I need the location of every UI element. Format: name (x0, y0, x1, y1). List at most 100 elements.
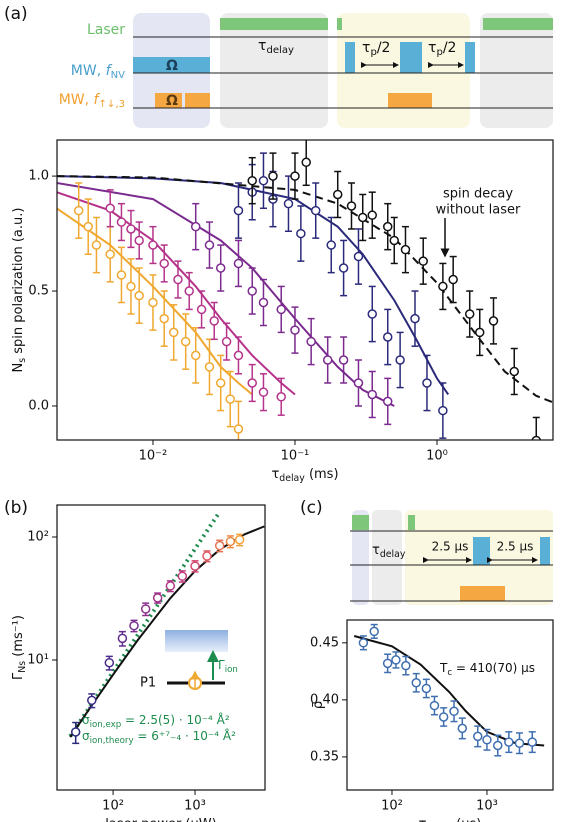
text-part: Laser (87, 22, 125, 38)
data-point (276, 304, 286, 315)
pulse-sequence-c: τdelay 2.5 μs 2.5 μs (350, 510, 553, 605)
plot-area (57, 140, 553, 440)
text-part: (ms⁻¹) (11, 615, 26, 661)
text-part: σ (82, 713, 90, 727)
text-part: NV (111, 70, 126, 81)
text-part: f (106, 63, 113, 79)
data-point (165, 581, 176, 591)
data-point (247, 175, 257, 186)
data-point (233, 258, 244, 269)
text-part: ↑↓,3 (98, 99, 125, 110)
data-point (457, 723, 468, 734)
data-point (438, 281, 448, 292)
data-point (159, 258, 169, 269)
plot-area (68, 510, 265, 745)
text-part: s (17, 358, 28, 363)
data-point (168, 327, 179, 338)
plot-frame (346, 619, 554, 791)
data-point (326, 240, 336, 250)
text-part: c (447, 668, 452, 678)
data-point (233, 205, 244, 216)
data-point (411, 678, 421, 688)
data-point (514, 738, 525, 748)
data-point (247, 378, 257, 388)
data-point (296, 228, 306, 239)
data-point (367, 309, 377, 319)
gap-label: 2.5 μs (432, 540, 469, 554)
panel-label: (a) (4, 4, 28, 24)
data-point (504, 737, 514, 747)
data-point (148, 240, 158, 250)
data-point (438, 712, 449, 722)
data-point (225, 394, 235, 404)
panel-label: (c) (300, 498, 323, 518)
data-point (173, 274, 183, 285)
data-point (369, 626, 379, 637)
text-part: σ (82, 729, 90, 743)
data-point (126, 224, 136, 234)
x-tick-label: 10⁻¹ (281, 449, 310, 464)
text-part: /2 (377, 40, 391, 56)
error-bar (532, 416, 540, 440)
data-point (87, 695, 97, 706)
data-point (105, 249, 115, 260)
data-point (258, 297, 269, 308)
text-part: Γ (218, 658, 225, 672)
data-point (488, 316, 499, 326)
data-point (129, 620, 139, 631)
plot-frame (56, 139, 554, 441)
data-point (184, 286, 194, 296)
data-point (382, 221, 393, 232)
data-point (190, 561, 200, 571)
y-tick-label: 0.35 (310, 749, 339, 764)
text-part: τ (419, 817, 427, 822)
x-axis-label: τdelay (ms) (271, 467, 338, 484)
data-point (202, 551, 212, 561)
text-part: ion,theory (90, 736, 134, 746)
x-axis-label: τdelay (μs) (419, 817, 482, 822)
data-point (464, 309, 475, 319)
data-point (382, 332, 393, 342)
data-point (247, 286, 257, 296)
data-point (474, 327, 485, 338)
data-point (225, 536, 236, 547)
annotation: without laser (436, 203, 521, 218)
data-point (290, 171, 300, 181)
x-tick-label: 10³ (476, 799, 498, 814)
data-point (91, 240, 102, 250)
x-tick-label: 10⁰ (426, 449, 448, 464)
data-point (382, 658, 393, 669)
data-point (180, 336, 191, 347)
text-part: T (439, 661, 448, 675)
text-part: τ (362, 40, 370, 56)
text-part: Ns (17, 661, 28, 673)
data-point (357, 212, 368, 223)
data-point (196, 304, 207, 315)
data-point (395, 355, 405, 365)
data-point (233, 350, 244, 361)
data-point (421, 683, 432, 694)
data-point (233, 424, 244, 434)
data-point (116, 217, 127, 227)
y-tick-label: 1.0 (28, 169, 49, 184)
data-point (152, 593, 163, 603)
y-axis-label: ΓNs (ms⁻¹) (11, 615, 28, 680)
data-point (268, 171, 278, 181)
text-part: MW, (71, 63, 106, 79)
data-point (177, 571, 188, 581)
data-point (215, 263, 226, 273)
data-point (148, 297, 158, 308)
delay-label: τdelay (258, 38, 294, 56)
data-point (448, 274, 458, 285)
data-point (400, 244, 411, 255)
data-point (73, 205, 84, 216)
data-point (301, 157, 311, 168)
fit-line (57, 175, 553, 404)
x-tick-label: 10² (102, 799, 124, 814)
data-point (70, 727, 81, 737)
level-label: P1 (140, 676, 156, 691)
data-point (391, 655, 401, 665)
text-part: spin polarization (a.u.) (11, 208, 26, 358)
rabi-label: Ω (166, 58, 178, 74)
data-point (190, 221, 201, 232)
